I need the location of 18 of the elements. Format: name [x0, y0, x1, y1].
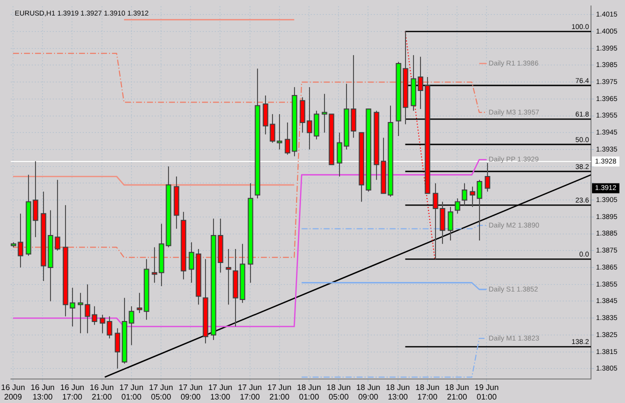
- x-tick-label: 18 Jun 17:00: [415, 382, 440, 402]
- x-tick-label: 16 Jun 2009: [1, 382, 26, 402]
- x-tick-label: 18 Jun 13:00: [386, 382, 410, 402]
- x-tick-label: 18 Jun 21:00: [445, 382, 470, 402]
- x-tick-label: 17 Jun 01:00: [119, 382, 144, 402]
- x-tick-label: 16 Jun 17:00: [60, 382, 84, 402]
- x-tick-label: 17 Jun 17:00: [238, 382, 262, 402]
- x-tick-label: 17 Jun 09:00: [178, 382, 203, 402]
- x-tick-label: 16 Jun 21:00: [90, 382, 114, 402]
- x-tick-label: 17 Jun 05:00: [149, 382, 174, 402]
- x-tick-label: 17 Jun 21:00: [267, 382, 292, 402]
- x-tick-label: 18 Jun 05:00: [326, 382, 351, 402]
- x-tick-label: 18 Jun 01:00: [297, 382, 322, 402]
- x-tick-label: 18 Jun 09:00: [356, 382, 380, 402]
- x-tick-label: 17 Jun 13:00: [208, 382, 232, 402]
- x-tick-label: 19 Jun 01:00: [474, 382, 499, 402]
- x-tick-label: 16 Jun 13:00: [30, 382, 55, 402]
- line-series: [12, 82, 488, 258]
